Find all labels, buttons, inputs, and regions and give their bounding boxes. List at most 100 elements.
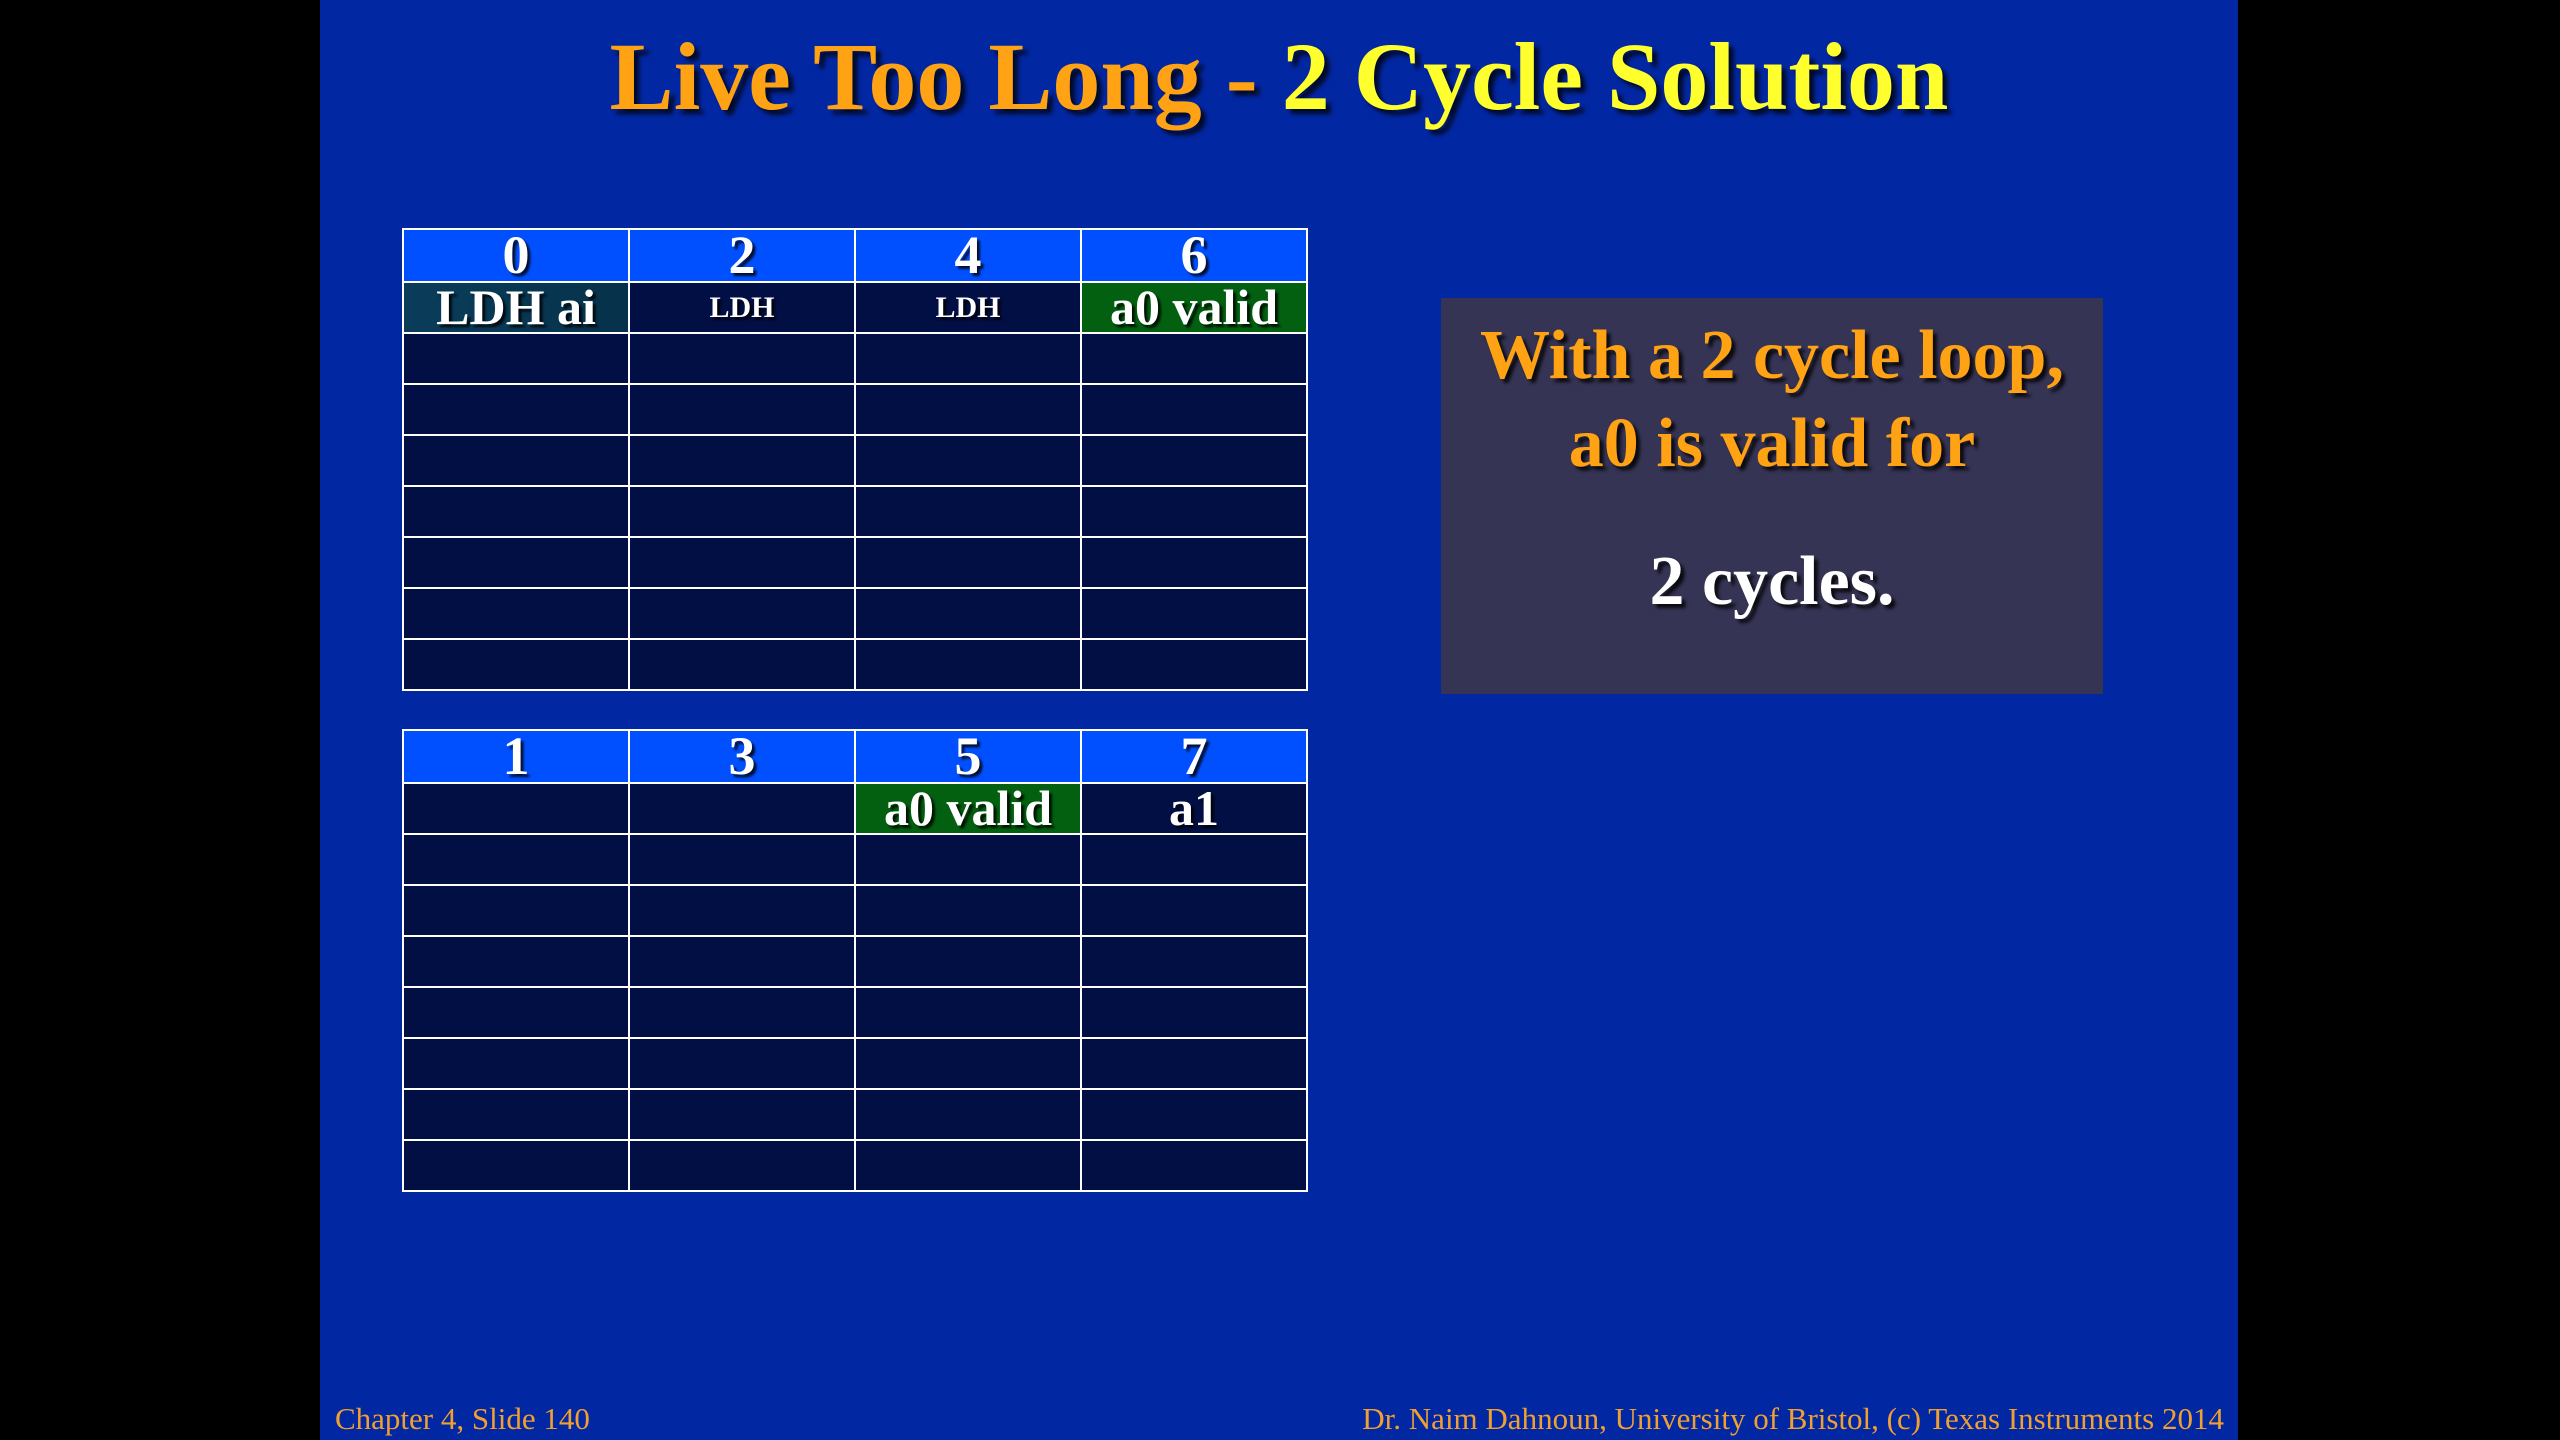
empty-cell [402, 986, 630, 1039]
table-header-row: 1 3 5 7 [402, 729, 1308, 784]
copyright-footer: Dr. Naim Dahnoun, University of Bristol,… [1362, 1401, 2224, 1436]
cell-a0-valid: a0 valid [1080, 281, 1308, 334]
empty-cell [854, 833, 1082, 886]
empty-cell [628, 536, 856, 589]
note-line-3: 2 cycles. [1649, 543, 1895, 620]
table-row [402, 833, 1308, 886]
empty-cell [854, 884, 1082, 937]
empty-cell [402, 1139, 630, 1192]
table-row [402, 1037, 1308, 1090]
table-row: LDH ai LDH LDH a0 valid [402, 281, 1308, 334]
slide: Live Too Long - 2 Cycle Solution 0 2 4 6… [320, 0, 2238, 1440]
cell-ldh: LDH [854, 281, 1082, 334]
cycle-header-0: 0 [402, 228, 630, 283]
empty-cell [628, 638, 856, 691]
cycle-header-5: 5 [854, 729, 1082, 784]
table-row [402, 485, 1308, 538]
cell-ldh-ai: LDH ai [402, 281, 630, 334]
empty-cell [854, 1139, 1082, 1192]
empty-cell [628, 884, 856, 937]
empty-cell [854, 536, 1082, 589]
empty-cell [402, 935, 630, 988]
odd-cycle-table: 1 3 5 7 a0 valid a1 [402, 729, 1308, 1192]
note-line-2: a0 is valid for [1568, 405, 1976, 482]
empty-cell [628, 383, 856, 436]
empty-cell [1080, 1088, 1308, 1141]
cycle-header-2: 2 [628, 228, 856, 283]
table-row [402, 884, 1308, 937]
slide-number: Chapter 4, Slide 140 [335, 1401, 590, 1436]
cycle-header-7: 7 [1080, 729, 1308, 784]
empty-cell [1080, 383, 1308, 436]
empty-cell [1080, 536, 1308, 589]
empty-cell [628, 1037, 856, 1090]
empty-cell [402, 782, 630, 835]
empty-cell [854, 1088, 1082, 1141]
empty-cell [854, 986, 1082, 1039]
empty-cell [854, 638, 1082, 691]
cycle-header-3: 3 [628, 729, 856, 784]
empty-cell [402, 434, 630, 487]
table-row [402, 587, 1308, 640]
title-part-2-cycle-solution: 2 Cycle Solution [1281, 23, 1949, 130]
empty-cell [402, 485, 630, 538]
empty-cell [1080, 332, 1308, 385]
empty-cell [1080, 587, 1308, 640]
empty-cell [1080, 638, 1308, 691]
empty-cell [854, 1037, 1082, 1090]
empty-cell [1080, 485, 1308, 538]
empty-cell [628, 1088, 856, 1141]
empty-cell [1080, 986, 1308, 1039]
empty-cell [402, 332, 630, 385]
explanation-box: With a 2 cycle loop, a0 is valid for 2 c… [1441, 298, 2103, 694]
empty-cell [1080, 884, 1308, 937]
table-header-row: 0 2 4 6 [402, 228, 1308, 283]
empty-cell [628, 935, 856, 988]
empty-cell [402, 884, 630, 937]
title-part-live-too-long: Live Too Long - [609, 23, 1282, 130]
table-row [402, 434, 1308, 487]
table-row [402, 332, 1308, 385]
empty-cell [402, 1037, 630, 1090]
empty-cell [854, 383, 1082, 436]
cycle-header-1: 1 [402, 729, 630, 784]
empty-cell [402, 638, 630, 691]
table-row: a0 valid a1 [402, 782, 1308, 835]
cycle-header-6: 6 [1080, 228, 1308, 283]
empty-cell [402, 1088, 630, 1141]
empty-cell [1080, 1139, 1308, 1192]
empty-cell [628, 782, 856, 835]
empty-cell [628, 587, 856, 640]
empty-cell [1080, 935, 1308, 988]
empty-cell [628, 986, 856, 1039]
slide-title: Live Too Long - 2 Cycle Solution [320, 22, 2238, 132]
empty-cell [628, 833, 856, 886]
table-row [402, 1139, 1308, 1192]
table-row [402, 536, 1308, 589]
empty-cell [1080, 434, 1308, 487]
cell-a0-valid: a0 valid [854, 782, 1082, 835]
empty-cell [854, 587, 1082, 640]
table-row [402, 935, 1308, 988]
empty-cell [1080, 833, 1308, 886]
empty-cell [628, 1139, 856, 1192]
cell-a1: a1 [1080, 782, 1308, 835]
table-row [402, 383, 1308, 436]
empty-cell [628, 485, 856, 538]
even-cycle-table: 0 2 4 6 LDH ai LDH LDH a0 valid [402, 228, 1308, 691]
empty-cell [854, 332, 1082, 385]
empty-cell [402, 587, 630, 640]
empty-cell [854, 935, 1082, 988]
note-line-1: With a 2 cycle loop, [1480, 317, 2064, 394]
empty-cell [628, 434, 856, 487]
cell-ldh: LDH [628, 281, 856, 334]
empty-cell [402, 833, 630, 886]
table-row [402, 1088, 1308, 1141]
empty-cell [402, 536, 630, 589]
table-row [402, 638, 1308, 691]
empty-cell [402, 383, 630, 436]
empty-cell [1080, 1037, 1308, 1090]
cycle-header-4: 4 [854, 228, 1082, 283]
empty-cell [854, 485, 1082, 538]
empty-cell [854, 434, 1082, 487]
